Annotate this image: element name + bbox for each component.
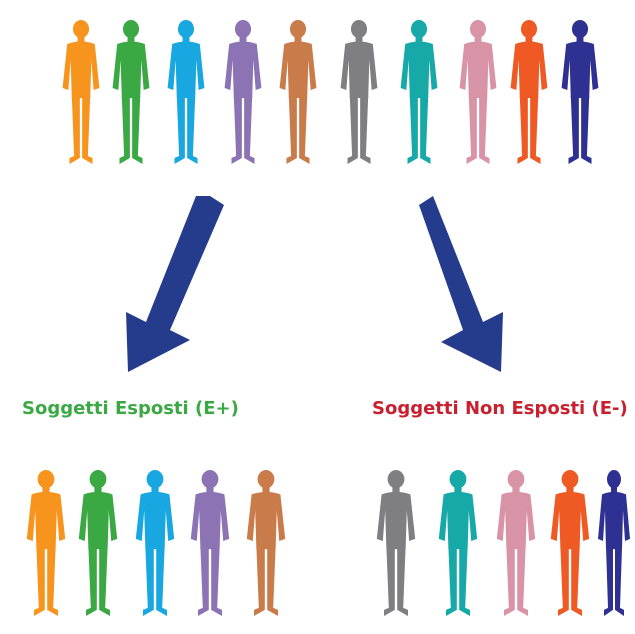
unexposed-person-icon (372, 468, 420, 620)
unexposed-person-icon (594, 468, 634, 620)
arrow-left-icon (126, 196, 224, 372)
person-silhouette-icon (275, 18, 321, 168)
unexposed-person-icon (492, 468, 540, 620)
person-silhouette-icon (455, 18, 501, 168)
person-silhouette-icon (336, 18, 382, 168)
person-silhouette-icon (58, 18, 104, 168)
exposed-person-icon (74, 468, 122, 620)
exposed-person-icon (131, 468, 179, 620)
person-silhouette-icon (220, 18, 266, 168)
unexposed-group-label: Soggetti Non Esposti (E-) (372, 398, 628, 419)
person-silhouette-icon (396, 18, 442, 168)
unexposed-person-icon (546, 468, 594, 620)
exposed-person-icon (22, 468, 70, 620)
person-silhouette-icon (108, 18, 154, 168)
exposed-group-label: Soggetti Esposti (E+) (22, 398, 239, 419)
arrow-right-icon (419, 196, 503, 372)
person-silhouette-icon (557, 18, 603, 168)
exposed-person-icon (186, 468, 234, 620)
exposed-person-icon (242, 468, 290, 620)
unexposed-person-icon (434, 468, 482, 620)
person-silhouette-icon (163, 18, 209, 168)
person-silhouette-icon (506, 18, 552, 168)
